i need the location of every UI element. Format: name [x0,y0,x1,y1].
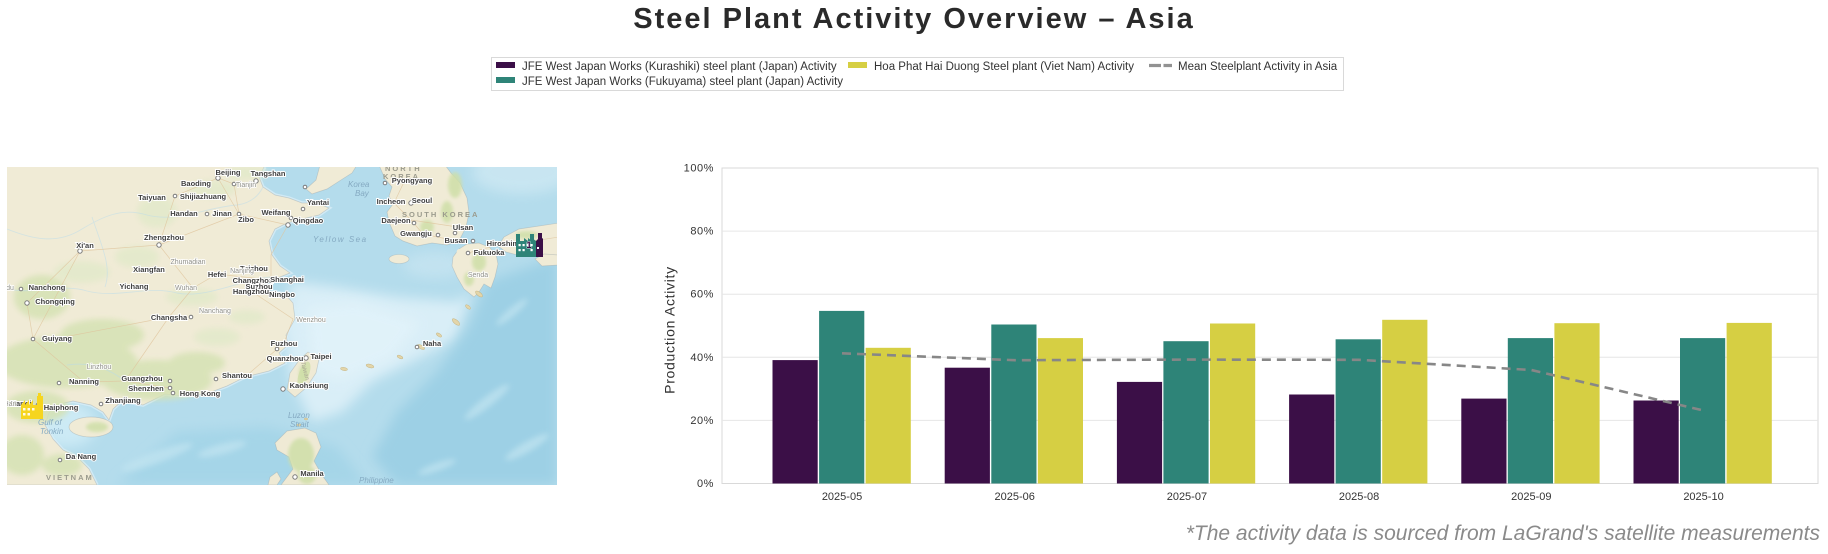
svg-text:Guangzhou: Guangzhou [121,374,163,383]
svg-text:Luzon: Luzon [288,411,310,420]
svg-text:Han: Han [7,401,17,408]
svg-text:Naha: Naha [423,339,442,348]
svg-text:Strait: Strait [290,420,309,429]
svg-text:Beijing: Beijing [215,168,240,177]
svg-text:du: du [7,285,14,292]
svg-text:Tianjin: Tianjin [236,182,256,189]
svg-text:Hanoi: Hanoi [11,399,32,408]
svg-text:Shenzhen: Shenzhen [128,384,164,393]
svg-text:Shantou: Shantou [222,371,252,380]
svg-text:Nanchang: Nanchang [199,308,231,315]
svg-text:Bay: Bay [355,189,370,198]
svg-text:1: 1 [526,240,532,251]
svg-text:Da Nang: Da Nang [66,452,97,461]
svg-text:Suzhou: Suzhou [245,282,272,291]
svg-text:100%: 100% [684,163,714,175]
svg-text:Gwangju: Gwangju [400,229,432,238]
svg-text:KOREA: KOREA [383,172,420,181]
svg-text:Jinan: Jinan [212,209,232,218]
svg-text:Haiphong: Haiphong [44,403,79,412]
svg-text:Senda: Senda [468,272,488,279]
svg-text:Xi'an: Xi'an [76,241,94,250]
svg-text:Yantai: Yantai [307,198,329,207]
svg-text:Ulsan: Ulsan [453,223,474,232]
svg-text:Taipei: Taipei [310,352,331,361]
svg-text:Manila: Manila [300,469,324,478]
svg-text:Nanjing: Nanjing [230,268,254,275]
svg-text:2025-05: 2025-05 [822,491,862,503]
svg-text:Taiyuan: Taiyuan [138,193,166,202]
svg-text:Zibo: Zibo [238,215,254,224]
svg-text:Pyongyang: Pyongyang [392,176,433,185]
svg-text:Daejeon: Daejeon [381,216,411,225]
svg-text:NORTH: NORTH [385,167,422,173]
svg-text:Seoul: Seoul [412,196,432,205]
svg-text:2025-08: 2025-08 [1339,491,1379,503]
svg-text:Gulf of: Gulf of [38,418,62,427]
svg-text:Tangshan: Tangshan [251,169,286,178]
svg-text:Chongqing: Chongqing [35,297,75,306]
svg-text:Yellow Sea: Yellow Sea [313,235,368,244]
svg-text:Guiyang: Guiyang [42,334,72,343]
svg-text:0%: 0% [697,478,714,490]
svg-text:Quanzhou: Quanzhou [267,354,304,363]
svg-text:Hefei: Hefei [208,270,226,279]
svg-text:2025-06: 2025-06 [995,491,1035,503]
svg-text:Shijiazhuang: Shijiazhuang [180,192,227,201]
svg-text:Changzhou: Changzhou [233,276,274,285]
svg-text:Changsha: Changsha [151,313,188,322]
svg-text:Wuhan: Wuhan [175,285,197,292]
svg-text:Zhanjiang: Zhanjiang [105,396,141,405]
svg-text:Nanchong: Nanchong [29,283,66,292]
svg-text:20%: 20% [690,415,714,427]
svg-text:2025-07: 2025-07 [1167,491,1207,503]
svg-text:Qingdao: Qingdao [293,216,324,225]
svg-text:Tonkin: Tonkin [40,427,64,436]
svg-text:Yichang: Yichang [120,282,149,291]
svg-text:Fukuoka: Fukuoka [474,248,506,257]
svg-text:Handan: Handan [170,209,198,218]
svg-text:2025-10: 2025-10 [1683,491,1723,503]
svg-text:Hangzhou: Hangzhou [233,287,270,296]
svg-text:Ningbo: Ningbo [269,290,295,299]
svg-text:40%: 40% [690,352,714,364]
svg-text:Busan: Busan [445,236,468,245]
svg-text:Zhengzhou: Zhengzhou [144,233,184,242]
svg-text:Taiwan: Taiwan [299,361,310,381]
svg-text:Shanghai: Shanghai [270,275,304,284]
svg-text:80%: 80% [690,226,714,238]
svg-text:60%: 60% [690,289,714,301]
svg-text:2025-09: 2025-09 [1511,491,1551,503]
svg-text:Baoding: Baoding [181,179,211,188]
svg-text:Production Activity: Production Activity [662,266,678,394]
svg-text:Hong Kong: Hong Kong [180,389,221,398]
svg-text:Korea: Korea [348,180,370,189]
svg-text:Weifang: Weifang [261,208,290,217]
svg-text:Kaohsiung: Kaohsiung [290,381,329,390]
svg-text:Xiangfan: Xiangfan [133,265,165,274]
svg-text:Wenzhou: Wenzhou [296,317,326,324]
svg-text:Philippine: Philippine [359,476,394,485]
svg-text:VIETNAM: VIETNAM [46,473,94,482]
svg-text:Fuzhou: Fuzhou [271,339,298,348]
svg-text:SOUTH KOREA: SOUTH KOREA [402,210,479,219]
svg-text:Nanning: Nanning [69,377,99,386]
svg-text:Taizhou: Taizhou [240,264,268,273]
svg-text:Zhumadian: Zhumadian [170,259,205,266]
svg-text:Incheon: Incheon [377,197,406,206]
svg-text:Linzhou: Linzhou [87,364,112,371]
svg-text:Hiroshima: Hiroshima [487,239,525,248]
